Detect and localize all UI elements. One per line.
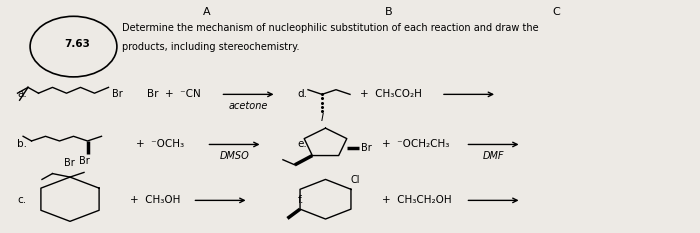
Text: d.: d. bbox=[298, 89, 307, 99]
Text: Br: Br bbox=[112, 89, 122, 99]
Text: +  CH₃CH₂OH: + CH₃CH₂OH bbox=[382, 195, 451, 205]
Text: A: A bbox=[203, 7, 210, 17]
Text: products, including stereochemistry.: products, including stereochemistry. bbox=[122, 42, 300, 52]
Text: e.: e. bbox=[298, 140, 307, 149]
Text: DMF: DMF bbox=[483, 151, 504, 161]
Text: c.: c. bbox=[18, 195, 27, 205]
Text: C: C bbox=[552, 7, 561, 17]
Text: B: B bbox=[385, 7, 392, 17]
Text: +  CH₃OH: + CH₃OH bbox=[130, 195, 180, 205]
Text: DMSO: DMSO bbox=[220, 151, 249, 161]
Text: I: I bbox=[321, 113, 323, 123]
Text: Br: Br bbox=[78, 156, 90, 166]
Text: +  CH₃CO₂H: + CH₃CO₂H bbox=[360, 89, 422, 99]
Text: Determine the mechanism of nucleophilic substitution of each reaction and draw t: Determine the mechanism of nucleophilic … bbox=[122, 23, 539, 33]
Text: a.: a. bbox=[18, 89, 27, 99]
Text: b.: b. bbox=[18, 140, 27, 149]
Text: Br: Br bbox=[360, 143, 372, 153]
Text: acetone: acetone bbox=[229, 101, 268, 111]
Text: Cl: Cl bbox=[351, 175, 360, 185]
Text: +  ⁻OCH₃: + ⁻OCH₃ bbox=[136, 140, 185, 149]
Text: 7.63: 7.63 bbox=[64, 39, 90, 49]
Text: +  ⁻OCH₂CH₃: + ⁻OCH₂CH₃ bbox=[382, 140, 449, 149]
Text: Br: Br bbox=[64, 158, 75, 168]
Text: f.: f. bbox=[298, 195, 304, 205]
Text: Br  +  ⁻CN: Br + ⁻CN bbox=[147, 89, 201, 99]
